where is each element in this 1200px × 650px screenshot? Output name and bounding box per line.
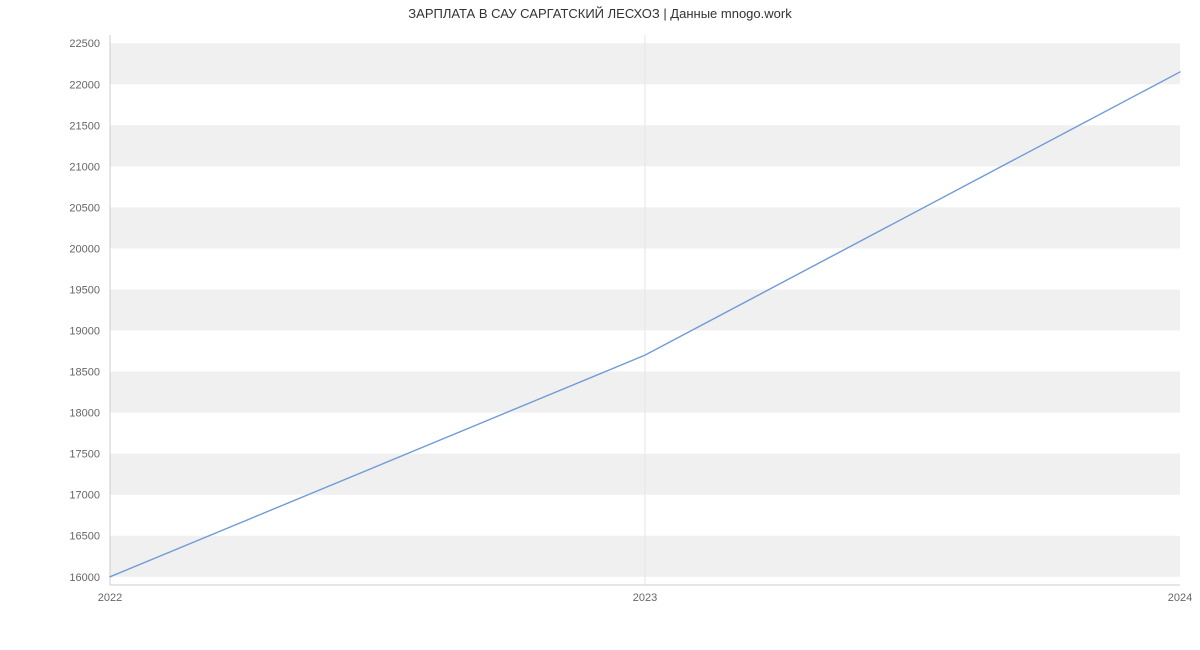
y-tick-label: 21000 [69,161,100,173]
y-tick-label: 19000 [69,326,100,338]
y-tick-label: 20000 [69,243,100,255]
y-tick-label: 17500 [69,449,100,461]
salary-line-chart: ЗАРПЛАТА В САУ САРГАТСКИЙ ЛЕСХОЗ | Данны… [0,0,1200,650]
y-tick-label: 16000 [69,572,100,584]
y-tick-label: 17000 [69,490,100,502]
y-tick-label: 21500 [69,120,100,132]
y-tick-label: 22000 [69,79,100,91]
y-tick-label: 19500 [69,284,100,296]
x-tick-label: 2024 [1168,592,1192,604]
x-tick-label: 2022 [98,592,122,604]
x-tick-label: 2023 [633,592,657,604]
y-tick-label: 18500 [69,367,100,379]
y-tick-label: 22500 [69,38,100,50]
y-tick-label: 16500 [69,531,100,543]
chart-title: ЗАРПЛАТА В САУ САРГАТСКИЙ ЛЕСХОЗ | Данны… [0,6,1200,21]
y-tick-label: 18000 [69,408,100,420]
y-tick-label: 20500 [69,202,100,214]
chart-svg: 16000 16500 17000 17500 18000 18500 19000 19500… [0,0,1200,650]
